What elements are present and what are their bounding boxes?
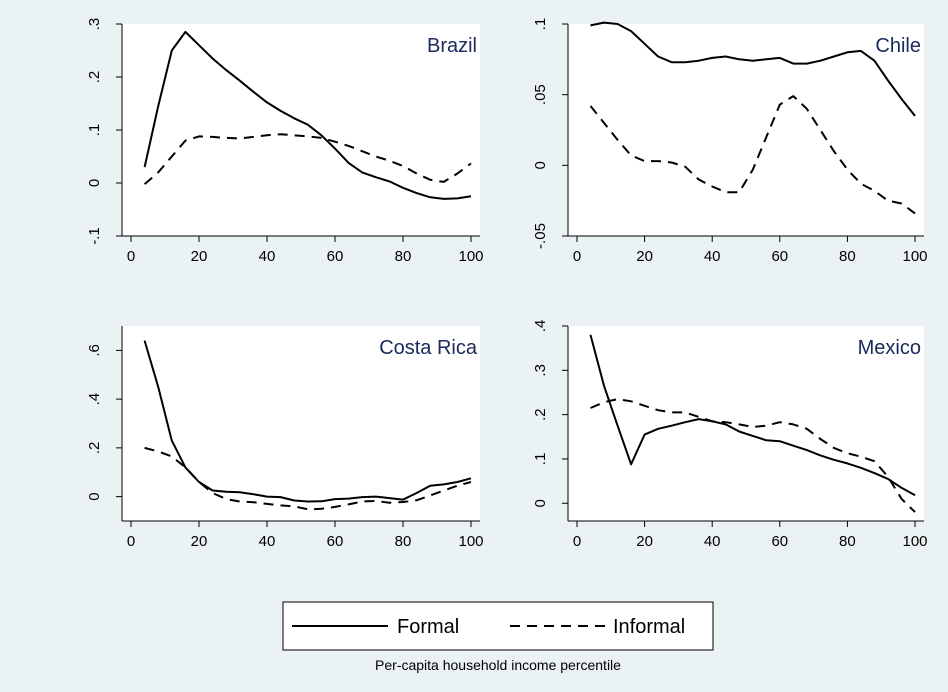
legend-informal-label: Informal (613, 616, 685, 638)
x-tick-label: 100 (458, 248, 483, 265)
x-tick-label: 60 (771, 248, 788, 265)
x-tick-label: 100 (902, 248, 927, 265)
x-tick-label: 0 (573, 533, 581, 550)
y-tick-label: .05 (532, 84, 549, 105)
series-line-formal (589, 334, 916, 497)
x-tick-label: 60 (771, 533, 788, 550)
y-tick-label: .2 (532, 408, 549, 421)
x-tick-label: 100 (458, 533, 483, 550)
series-line-informal (143, 133, 472, 185)
x-tick-label: 40 (704, 248, 721, 265)
y-tick-label: 0 (86, 492, 103, 500)
series-line-informal (589, 95, 916, 215)
series-line-formal (143, 340, 472, 503)
y-tick-label: 0 (86, 179, 103, 187)
plot-region (122, 24, 480, 236)
y-tick-label: .1 (532, 18, 549, 31)
y-tick-label: 0 (532, 161, 549, 169)
series-line-formal (590, 21, 916, 117)
x-tick-label: 100 (902, 533, 927, 550)
y-tick-label: 0 (532, 499, 549, 507)
x-tick-label: 20 (191, 533, 208, 550)
panel-title: Mexico (858, 337, 921, 359)
y-tick-label: .4 (86, 393, 103, 406)
y-tick-label: -.1 (86, 227, 103, 245)
y-tick-label: .2 (86, 442, 103, 455)
x-tick-label: 80 (395, 248, 412, 265)
x-tick-label: 80 (839, 248, 856, 265)
series-line-informal (144, 446, 472, 511)
panel-brazil: 0 20 40 60 80 100 -.1 0 .1 .2 .3 Brazil (86, 18, 484, 265)
panel-chile: 0 20 40 60 80 100 -.05 0 .05 .1 Chile (532, 18, 928, 265)
x-tick-label: 40 (259, 533, 276, 550)
y-tick-label: .1 (86, 124, 103, 137)
plot-region (568, 24, 924, 236)
x-tick-label: 60 (327, 533, 344, 550)
x-tick-label: 80 (839, 533, 856, 550)
panel-title: Brazil (427, 35, 477, 57)
x-tick-label: 20 (191, 248, 208, 265)
series-line-informal (590, 398, 916, 513)
panel-title: Costa Rica (379, 337, 478, 359)
x-tick-label: 60 (327, 248, 344, 265)
panel-costa-rica: 0 20 40 60 80 100 0 .2 .4 .6 Costa Rica (86, 326, 484, 550)
series-line-formal (143, 30, 472, 200)
y-tick-label: .3 (532, 364, 549, 377)
y-tick-label: .2 (86, 71, 103, 84)
legend-formal-label: Formal (397, 616, 459, 638)
y-tick-label: -.05 (532, 223, 549, 249)
x-tick-label: 0 (573, 248, 581, 265)
panels-group: 0 20 40 60 80 100 -.1 0 .1 .2 .3 Brazil 0 20 40 60 80 100… (86, 18, 928, 550)
y-tick-label: .6 (86, 344, 103, 357)
x-tick-label: 20 (636, 248, 653, 265)
plot-region (568, 326, 924, 521)
plot-region (122, 326, 480, 521)
x-tick-label: 0 (127, 248, 135, 265)
y-tick-label: .4 (532, 320, 549, 333)
legend: Formal Informal (282, 601, 714, 651)
x-tick-label: 0 (127, 533, 135, 550)
y-tick-label: .3 (86, 18, 103, 31)
panel-mexico: 0 20 40 60 80 100 0 .1 .2 .3 .4 Mexico (532, 320, 928, 550)
x-tick-label: 40 (259, 248, 276, 265)
panel-title: Chile (875, 35, 921, 57)
x-tick-label: 40 (704, 533, 721, 550)
y-tick-label: .1 (532, 453, 549, 466)
x-tick-label: 20 (636, 533, 653, 550)
x-tick-label: 80 (395, 533, 412, 550)
x-axis-note: Per-capita household income percentile (375, 657, 621, 673)
